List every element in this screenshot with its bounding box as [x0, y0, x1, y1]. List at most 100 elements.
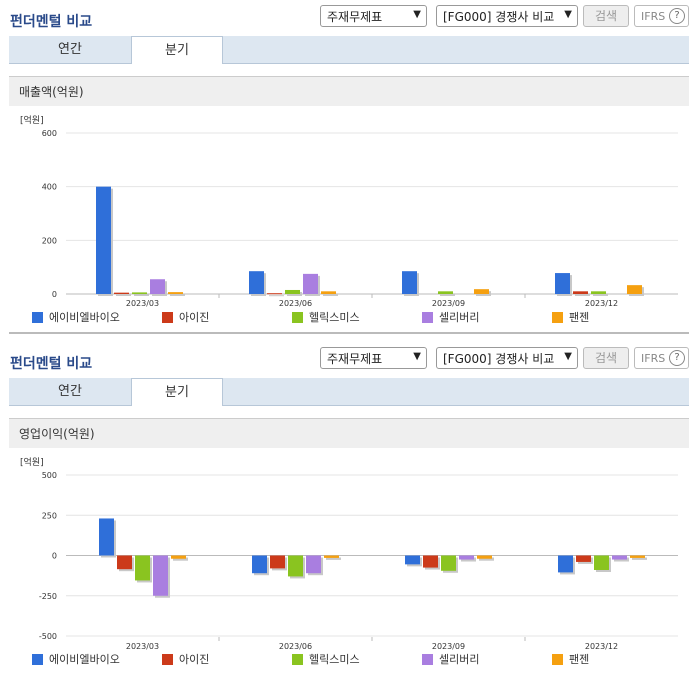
compare-select[interactable]: [FG000] 경쟁사 비교 ▼ [436, 5, 578, 27]
metric-title: 매출액(억원) [9, 76, 689, 106]
bar [150, 279, 165, 294]
period-tabs: 연간 분기 [9, 36, 689, 64]
legend-label: 아이진 [179, 311, 209, 324]
bar [303, 273, 318, 294]
bar-shadow [326, 557, 341, 560]
x-tick-label: 2023/06 [279, 642, 312, 651]
panel-title: 펀더멘털 비교 [10, 356, 93, 372]
search-button[interactable]: 검색 [583, 5, 629, 27]
bar [474, 289, 489, 294]
bar-shadow [323, 293, 338, 296]
x-tick-label: 2023/12 [585, 642, 618, 651]
legend-label: 헬릭스미스 [309, 311, 360, 324]
legend-label: 셀리버리 [439, 653, 479, 666]
compare-select[interactable]: [FG000] 경쟁사 비교 ▼ [436, 347, 578, 369]
y-tick-label: 0 [52, 552, 57, 561]
tab-annual[interactable]: 연간 [58, 42, 82, 57]
panel-header: 펀더멘털 비교 주재무제표 ▼ [FG000] 경쟁사 비교 ▼ 검색 IFRS? [0, 342, 696, 376]
help-icon: ? [669, 8, 685, 24]
statement-select-value: 주재무제표 [327, 352, 383, 366]
bar [117, 555, 132, 570]
ifrs-help-button[interactable]: IFRS? [634, 5, 689, 27]
bar [477, 555, 492, 559]
bar [612, 555, 627, 560]
bar [135, 555, 150, 581]
chevron-down-icon: ▼ [564, 9, 572, 20]
y-tick-label: 250 [42, 511, 57, 520]
legend-swatch [32, 654, 43, 665]
bar-shadow [632, 557, 647, 560]
search-button[interactable]: 검색 [583, 347, 629, 369]
panel-title: 펀더멘털 비교 [10, 14, 93, 30]
legend-swatch [552, 312, 563, 323]
bar [321, 291, 336, 294]
bar-shadow [440, 293, 455, 296]
statement-select-value: 주재무제표 [327, 10, 383, 24]
bar [153, 555, 168, 596]
bar [132, 292, 147, 294]
x-tick-label: 2023/03 [126, 299, 159, 308]
panel-divider [9, 332, 689, 334]
x-tick-label: 2023/09 [432, 642, 465, 651]
bar-shadow [593, 293, 608, 296]
y-tick-label: -500 [39, 632, 57, 641]
y-tick-label: 500 [42, 471, 57, 480]
ifrs-help-button[interactable]: IFRS? [634, 347, 689, 369]
period-tabs: 연간 분기 [9, 378, 689, 406]
compare-select-value: [FG000] 경쟁사 비교 [443, 352, 555, 366]
legend-label: 셀리버리 [439, 311, 479, 324]
bar-shadow [479, 557, 494, 561]
legend-label: 팬젠 [569, 311, 589, 324]
bar [594, 555, 609, 570]
tab-quarterly[interactable]: 분기 [131, 36, 223, 64]
legend-swatch [32, 312, 43, 323]
revenue-chart: [억원] 0 200 400 600 2023/03 2023/06 2023/09 2023/… [20, 114, 678, 324]
legend-swatch [422, 654, 433, 665]
legend-label: 에이비엘바이오 [49, 653, 120, 666]
fundamental-panel-operating-profit: 펀더멘털 비교 주재무제표 ▼ [FG000] 경쟁사 비교 ▼ 검색 IFRS? … [0, 342, 696, 684]
panel-header: 펀더멘털 비교 주재무제표 ▼ [FG000] 경쟁사 비교 ▼ 검색 IFRS? [0, 0, 696, 34]
legend-swatch [292, 654, 303, 665]
tab-quarterly[interactable]: 분기 [131, 378, 223, 406]
bar [558, 555, 573, 573]
bar [627, 285, 642, 294]
bar [99, 518, 114, 556]
x-tick-label: 2023/03 [126, 642, 159, 651]
legend-label: 에이비엘바이오 [49, 311, 120, 324]
x-tick-label: 2023/12 [585, 299, 618, 308]
legend-label: 팬젠 [569, 653, 589, 666]
bar-shadow [173, 557, 188, 561]
bar-shadow [134, 294, 149, 296]
compare-select-value: [FG000] 경쟁사 비교 [443, 10, 555, 24]
tab-annual[interactable]: 연간 [58, 384, 82, 399]
bar-shadow [170, 294, 185, 296]
legend-label: 헬릭스미스 [309, 653, 360, 666]
help-icon: ? [669, 350, 685, 366]
bar [573, 291, 588, 294]
legend-label: 아이진 [179, 653, 209, 666]
bar [306, 555, 321, 574]
statement-select[interactable]: 주재무제표 ▼ [320, 347, 427, 369]
bar [270, 555, 285, 569]
bar [405, 555, 420, 565]
bar [252, 555, 267, 574]
bar [249, 271, 264, 294]
bar-shadow [116, 294, 131, 296]
bar [168, 292, 183, 294]
y-tick-label: 600 [42, 129, 57, 138]
bar [288, 555, 303, 577]
chevron-down-icon: ▼ [413, 9, 421, 20]
legend-swatch [162, 312, 173, 323]
fundamental-panel-revenue: 펀더멘털 비교 주재무제표 ▼ [FG000] 경쟁사 비교 ▼ 검색 IFRS? … [0, 0, 696, 340]
bar [576, 555, 591, 562]
bar [96, 186, 111, 294]
bar [438, 291, 453, 294]
bar [423, 555, 438, 568]
ifrs-label: IFRS [641, 10, 666, 23]
x-tick-label: 2023/09 [432, 299, 465, 308]
statement-select[interactable]: 주재무제표 ▼ [320, 5, 427, 27]
bar [285, 289, 300, 294]
bar-shadow [575, 293, 590, 296]
ifrs-label: IFRS [641, 352, 666, 365]
bar [441, 555, 456, 571]
